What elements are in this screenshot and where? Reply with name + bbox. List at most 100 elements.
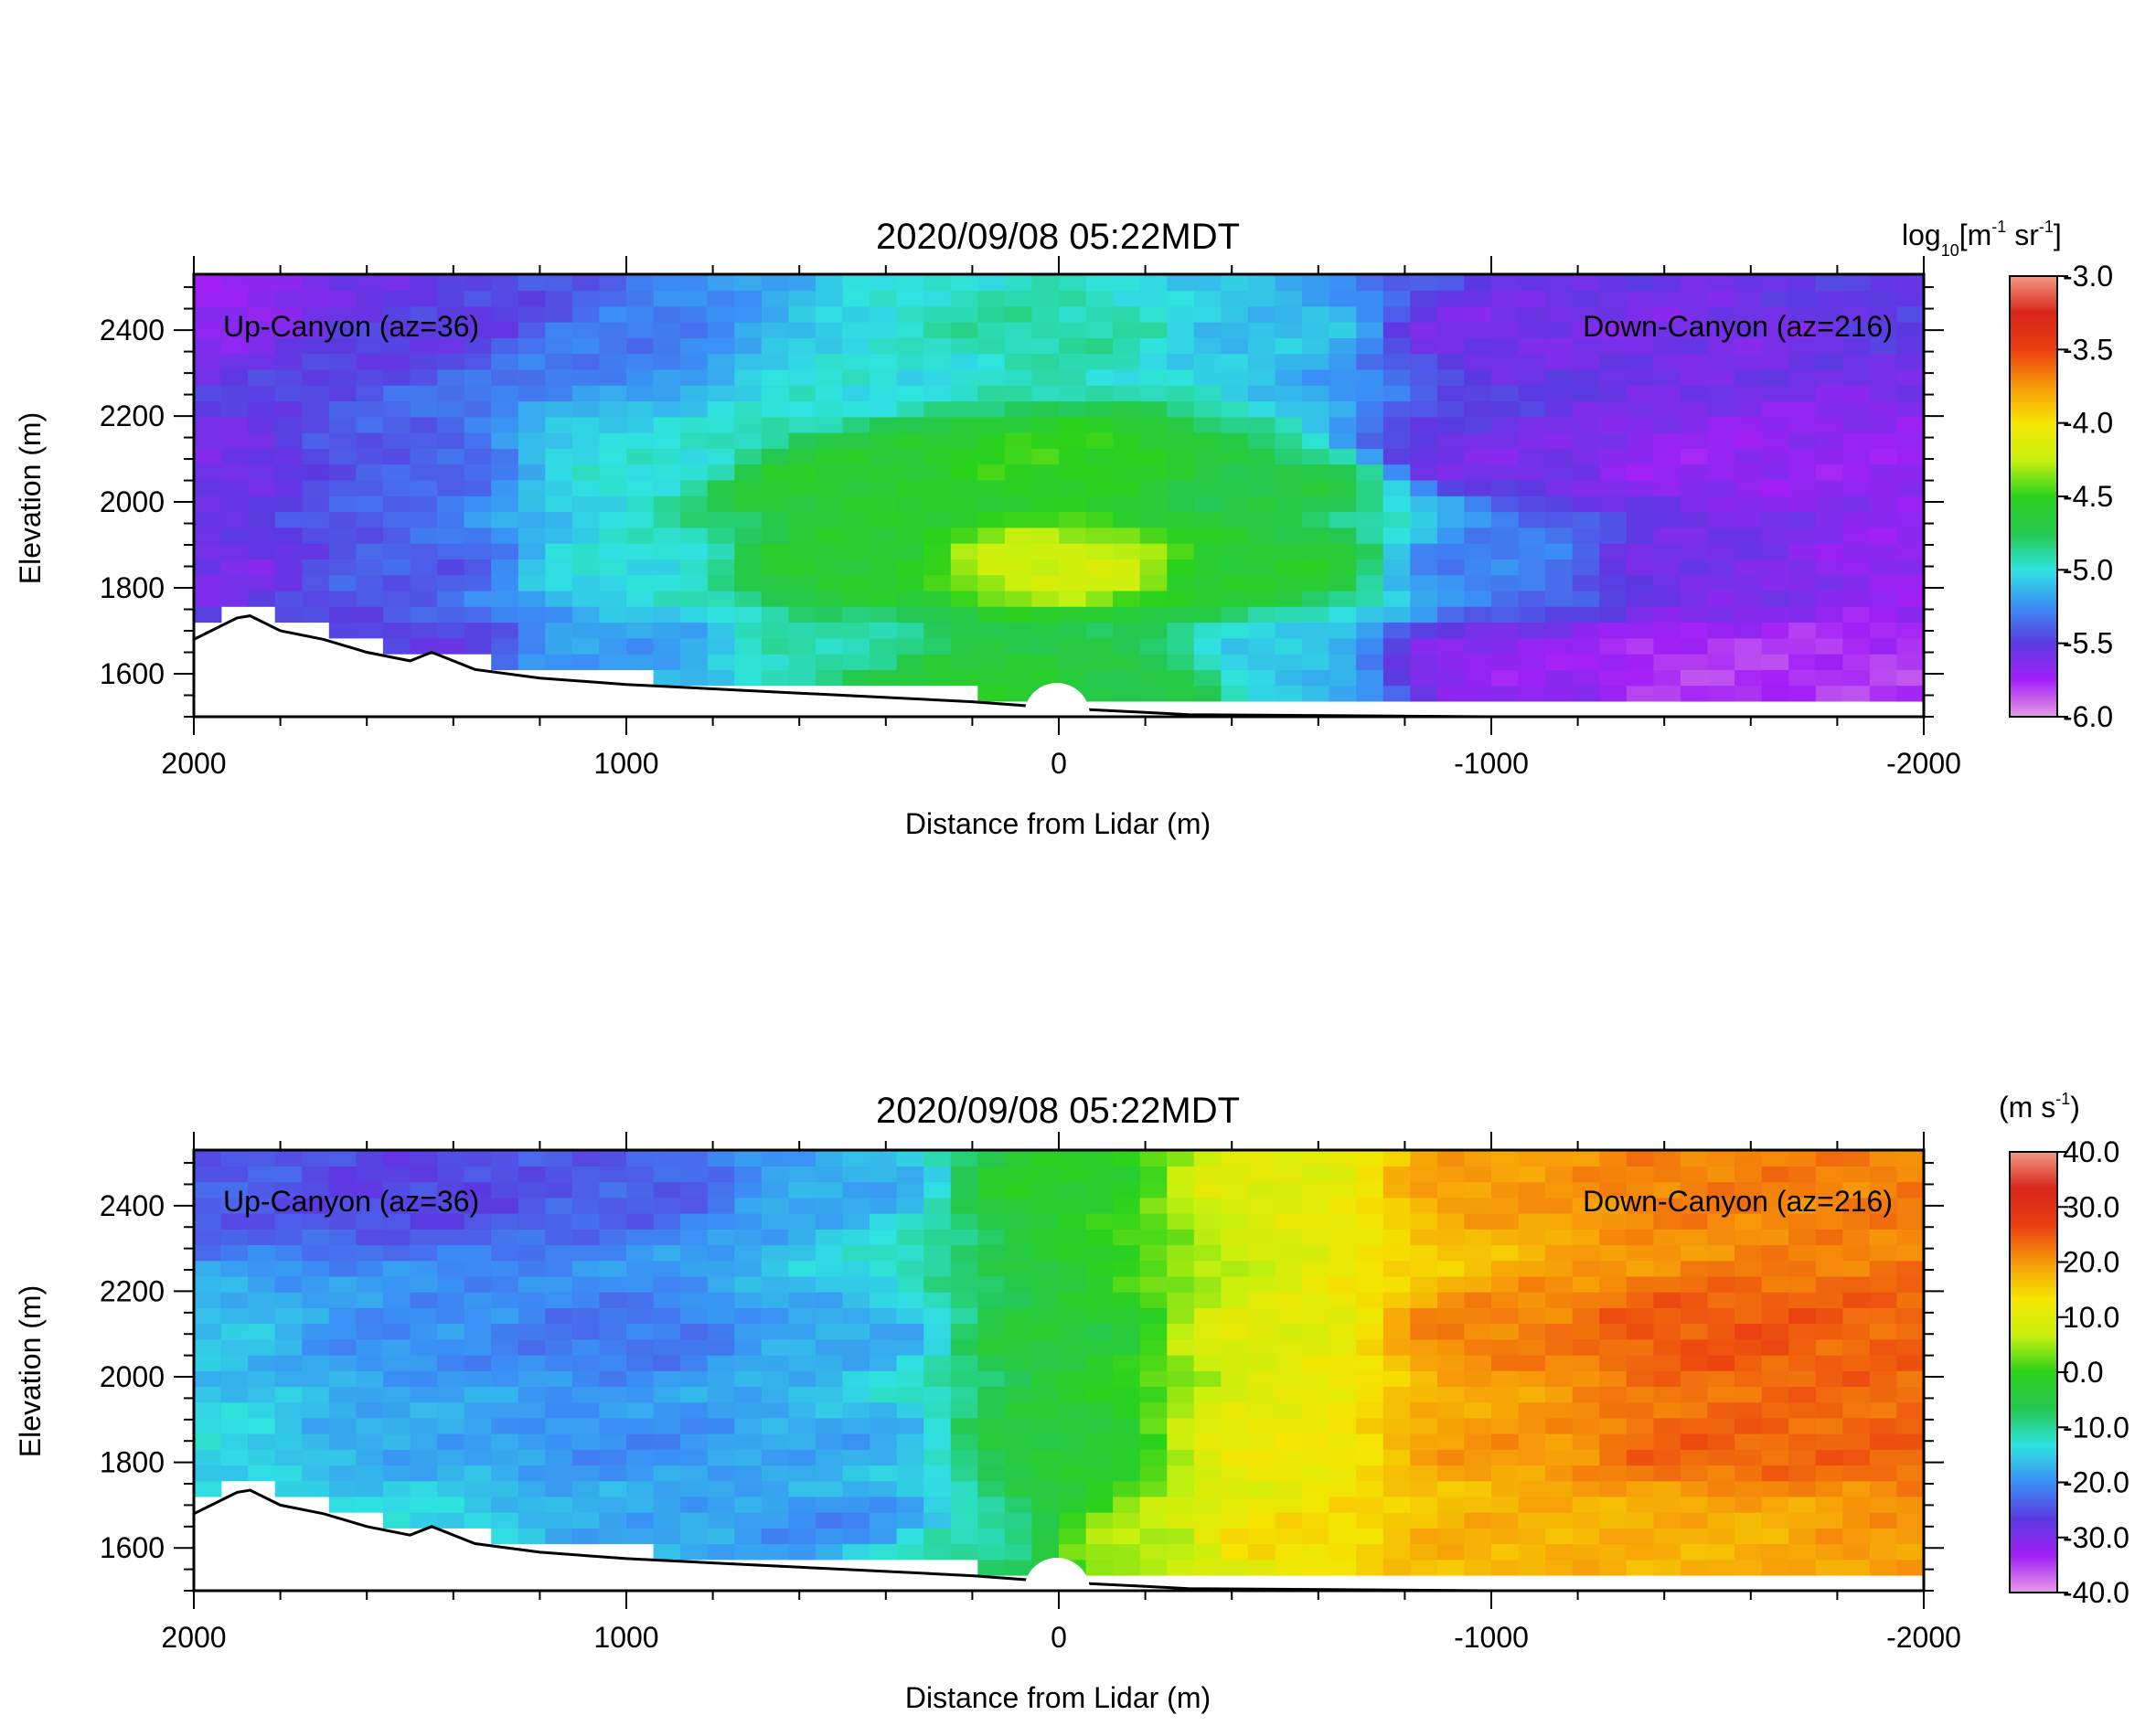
heatmap-cell (356, 1465, 384, 1482)
heatmap-cell (1626, 290, 1655, 307)
heatmap-cell (1113, 511, 1141, 528)
heatmap-cell (842, 385, 870, 402)
heatmap-cell (599, 1166, 627, 1183)
heatmap-cell (1761, 1338, 1789, 1356)
heatmap-cell (1545, 1528, 1574, 1545)
heatmap-cell (1734, 1244, 1763, 1262)
heatmap-cell (1221, 1338, 1249, 1356)
heatmap-cell (896, 1229, 924, 1246)
heatmap-cell (1275, 542, 1303, 559)
heatmap-cell (1247, 1229, 1276, 1246)
heatmap-cell (302, 368, 330, 386)
heatmap-cell (194, 1291, 222, 1308)
heatmap-cell (950, 274, 979, 292)
heatmap-cell (1085, 1417, 1114, 1434)
heatmap-cell (1193, 1370, 1222, 1387)
heatmap-cell (437, 290, 465, 307)
heatmap-cell (1113, 448, 1141, 465)
heatmap-cell (1275, 463, 1303, 481)
heatmap-cell (1382, 1212, 1412, 1230)
heatmap-cell (680, 574, 709, 591)
heatmap-cell (1410, 637, 1438, 655)
terrain-line (193, 1488, 1924, 1593)
heatmap-cell (1491, 353, 1520, 370)
heatmap-cell (1761, 606, 1789, 623)
heatmap-cell (1004, 1401, 1033, 1419)
heatmap-cell (382, 1197, 411, 1214)
heatmap-cell (410, 1370, 438, 1387)
heatmap-cell (571, 1291, 601, 1308)
heatmap-cell (896, 1166, 924, 1183)
heatmap-cell (1085, 1543, 1114, 1561)
heatmap-cell (274, 448, 304, 465)
heatmap-cell (220, 274, 249, 292)
heatmap-cell (680, 1386, 709, 1403)
heatmap-cell (1085, 290, 1114, 307)
heatmap-cell (382, 559, 411, 576)
heatmap-cell (977, 1244, 1006, 1262)
heatmap-cell (356, 527, 384, 544)
heatmap-cell (788, 416, 817, 433)
heatmap-cell (1004, 1166, 1033, 1183)
heatmap-cell (1113, 653, 1141, 670)
heatmap-cell (1247, 637, 1276, 655)
heatmap-cell (356, 274, 384, 292)
heatmap-cell (302, 1275, 330, 1293)
heatmap-cell (977, 1229, 1006, 1246)
heatmap-cell (1193, 416, 1222, 433)
heatmap-cell (1572, 1197, 1601, 1214)
heatmap-cell (274, 1354, 304, 1371)
heatmap-cell (1167, 1370, 1195, 1387)
heatmap-cell (788, 669, 817, 687)
heatmap-cell (1761, 416, 1789, 433)
heatmap-cell (870, 463, 898, 481)
heatmap-cell (220, 1212, 249, 1230)
heatmap-cell (1545, 574, 1574, 591)
heatmap-cell (896, 1401, 924, 1419)
heatmap-cell (571, 1307, 601, 1325)
heatmap-cell (1680, 1212, 1709, 1230)
heatmap-cell (1518, 1323, 1546, 1340)
heatmap-cell (194, 590, 222, 607)
heatmap-cell (842, 337, 870, 355)
heatmap-cell (1382, 337, 1412, 355)
heatmap-cell (1004, 495, 1033, 513)
heatmap-cell (1734, 1543, 1763, 1561)
heatmap-cell (1356, 669, 1384, 687)
heatmap-cell (545, 1166, 573, 1183)
heatmap-cell (1896, 432, 1924, 449)
heatmap-cell (328, 1307, 358, 1325)
heatmap-cell (1599, 1260, 1628, 1277)
heatmap-cell (1113, 432, 1141, 449)
heatmap-cell (545, 1150, 573, 1167)
heatmap-cell (842, 622, 870, 639)
heatmap-cell (1599, 1354, 1628, 1371)
heatmap-cell (545, 1338, 573, 1356)
heatmap-cell (1031, 305, 1060, 323)
heatmap-cell (1572, 1212, 1601, 1230)
heatmap-cell (1869, 274, 1898, 292)
heatmap-cell (1302, 1465, 1330, 1482)
heatmap-cell (896, 637, 924, 655)
heatmap-cell (842, 479, 870, 496)
heatmap-cell (1572, 1449, 1601, 1466)
heatmap-cell (1410, 1244, 1438, 1262)
heatmap-cell (761, 1338, 790, 1356)
heatmap-cell (1302, 1323, 1330, 1340)
heatmap-cell (1329, 685, 1357, 702)
heatmap-cell (1545, 1433, 1574, 1450)
heatmap-cell (1545, 1323, 1574, 1340)
heatmap-cell (1436, 1260, 1466, 1277)
heatmap-cell (437, 1150, 465, 1167)
heatmap-cell (896, 1260, 924, 1277)
heatmap-cell (491, 1212, 519, 1230)
heatmap-cell (1491, 542, 1520, 559)
heatmap-cell (1653, 1496, 1681, 1513)
heatmap-cell (302, 1166, 330, 1183)
heatmap-cell (1329, 1323, 1357, 1340)
heatmap-cell (1329, 1449, 1357, 1466)
heatmap-cell (1869, 622, 1898, 639)
heatmap-cell (1815, 1559, 1844, 1576)
heatmap-cell (1247, 448, 1276, 465)
heatmap-cell (1815, 1417, 1844, 1434)
